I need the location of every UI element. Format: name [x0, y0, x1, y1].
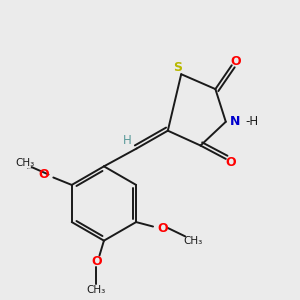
- Text: O: O: [226, 156, 236, 169]
- Text: O: O: [230, 55, 241, 68]
- Text: methoxy: methoxy: [27, 168, 33, 169]
- Text: CH₃: CH₃: [87, 285, 106, 295]
- Text: S: S: [173, 61, 182, 74]
- Text: N: N: [230, 115, 240, 128]
- Text: O: O: [91, 255, 102, 268]
- Text: CH₃: CH₃: [15, 158, 34, 168]
- Text: O: O: [158, 221, 168, 235]
- Text: -H: -H: [245, 115, 259, 128]
- Text: O: O: [38, 168, 49, 181]
- Text: H: H: [123, 134, 131, 147]
- Text: CH₃: CH₃: [183, 236, 202, 245]
